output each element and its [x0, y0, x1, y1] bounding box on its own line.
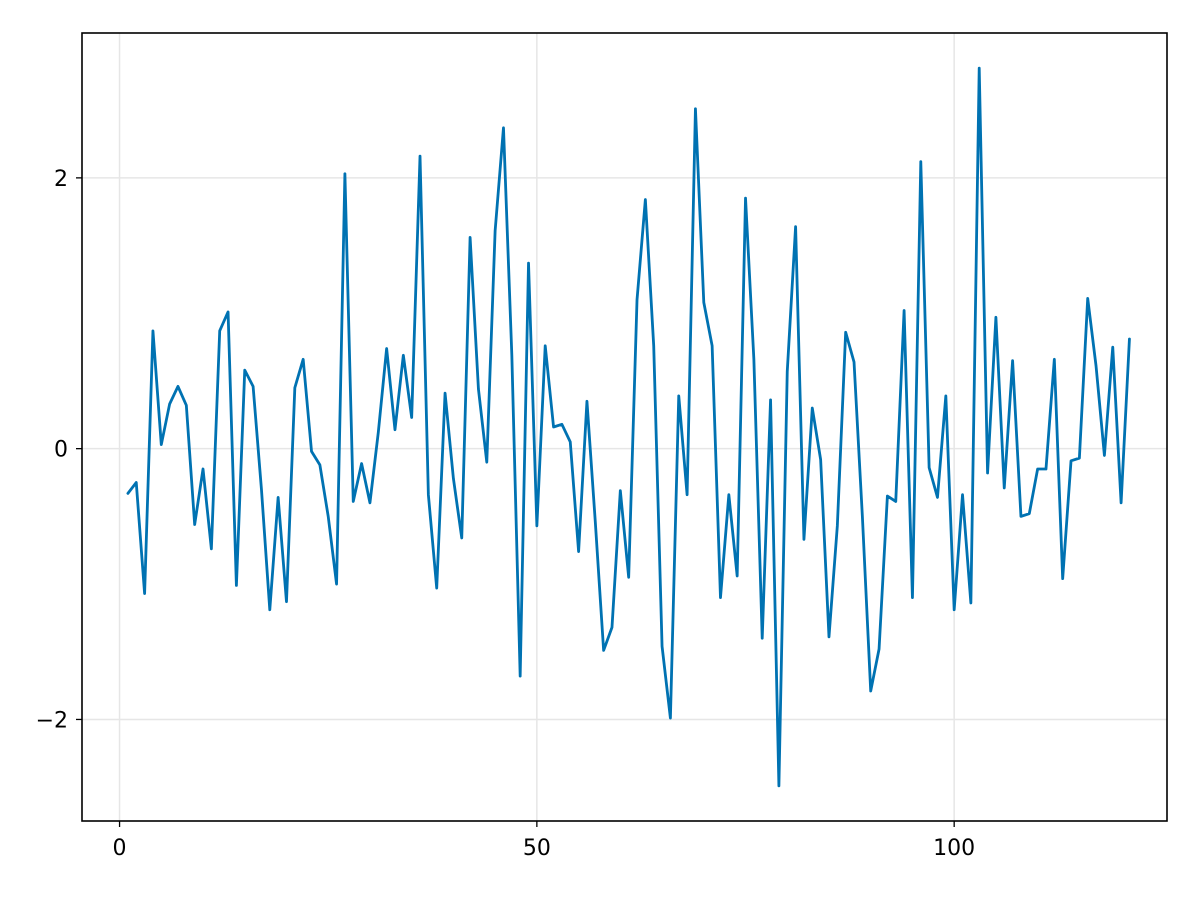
x-tick-label: 50 — [523, 836, 551, 861]
series-line — [126, 66, 1131, 788]
y-tick-label: 2 — [54, 167, 68, 192]
series-layer — [126, 66, 1131, 788]
y-tick-label: 0 — [54, 438, 68, 463]
x-tick-label: 0 — [113, 836, 127, 861]
x-tick-label: 100 — [933, 836, 975, 861]
grid-lines — [82, 33, 1167, 821]
y-tick-label: −2 — [36, 708, 68, 733]
plot-area-frame — [81, 32, 1168, 822]
axis-ticks: 0 50 100 −2 0 2 — [36, 167, 976, 861]
